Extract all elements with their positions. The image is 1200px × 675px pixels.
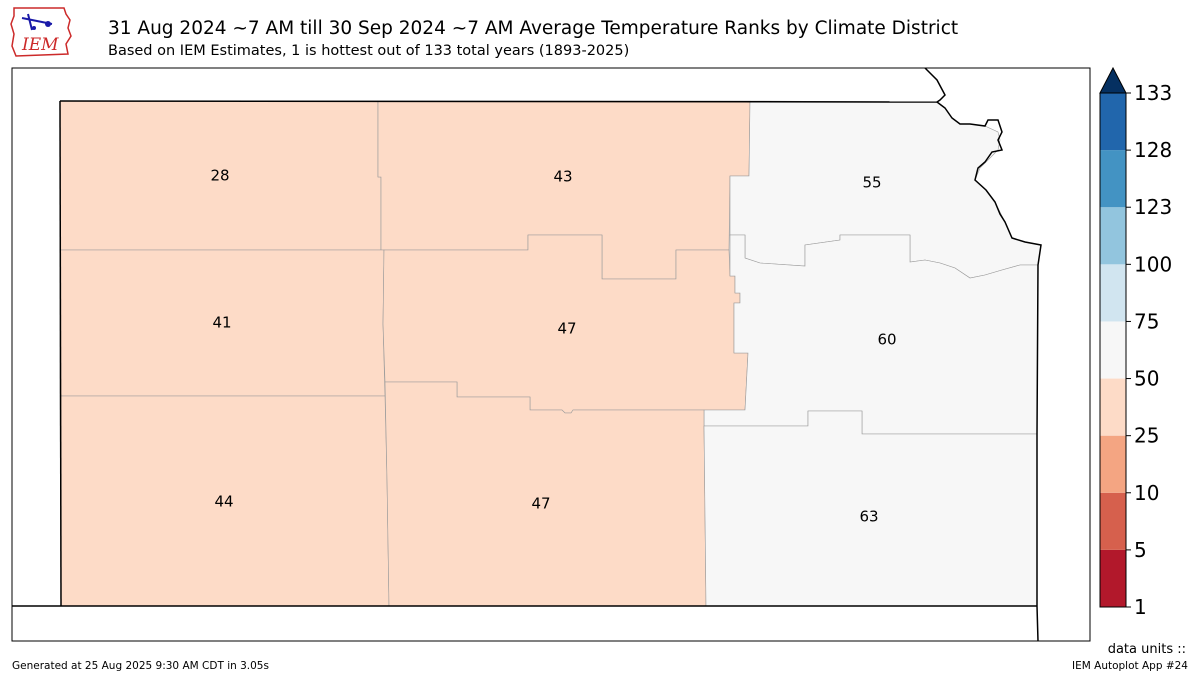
colorbar-tick-label: 50: [1134, 367, 1159, 391]
colorbar-bin-4: [1100, 321, 1126, 379]
units-label: data units ::: [1107, 642, 1186, 657]
label-sw: 44: [214, 493, 233, 511]
colorbar-tick-label: 128: [1134, 138, 1172, 162]
colorbar-bin-1: [1100, 492, 1126, 550]
district-labels: 28 43 55 41 47 60 44 47 63: [210, 167, 896, 526]
colorbar-tick-label: 133: [1134, 81, 1172, 105]
colorbar-outline: [1099, 92, 1127, 608]
colorbar-tick-label: 75: [1134, 309, 1159, 333]
colorbar-tick-label: 1: [1134, 595, 1147, 619]
colorbar-tick-label: 10: [1134, 481, 1159, 505]
colorbar-extend-arrow: [1099, 66, 1127, 94]
iem-logo: IEM: [10, 7, 72, 57]
logo-text: IEM: [21, 35, 59, 55]
colorbar-bin-0: [1100, 549, 1126, 607]
label-nw: 28: [210, 167, 229, 185]
colorbar-bin-2: [1100, 435, 1126, 493]
label-c: 47: [557, 320, 576, 338]
colorbar-bin-8: [1100, 93, 1126, 151]
app-label: IEM Autoplot App #24: [1072, 660, 1188, 672]
districts: [59, 100, 1042, 607]
colorbar-tick-label: 25: [1134, 424, 1159, 448]
label-sc: 47: [531, 495, 550, 513]
page-title: 31 Aug 2024 ~7 AM till 30 Sep 2024 ~7 AM…: [108, 18, 959, 39]
label-se: 63: [859, 508, 878, 526]
colorbar-tick-label: 100: [1134, 252, 1172, 276]
state-borders: [12, 67, 1042, 642]
page-subtitle: Based on IEM Estimates, 1 is hottest out…: [108, 43, 630, 59]
label-wc: 41: [212, 314, 231, 332]
colorbar-bin-7: [1100, 150, 1126, 208]
colorbar: 1 5 10 25 50 75 100 123 128 133: [1099, 66, 1172, 619]
colorbar-bin-3: [1100, 378, 1126, 436]
colorbar-tick-label: 5: [1134, 538, 1147, 562]
colorbar-bin-5: [1100, 264, 1126, 322]
generated-timestamp: Generated at 25 Aug 2025 9:30 AM CDT in …: [12, 660, 269, 672]
label-nc: 43: [553, 168, 572, 186]
label-ne: 55: [862, 174, 881, 192]
label-ec: 60: [877, 331, 896, 349]
colorbar-bin-6: [1100, 207, 1126, 265]
colorbar-tick-label: 123: [1134, 195, 1172, 219]
